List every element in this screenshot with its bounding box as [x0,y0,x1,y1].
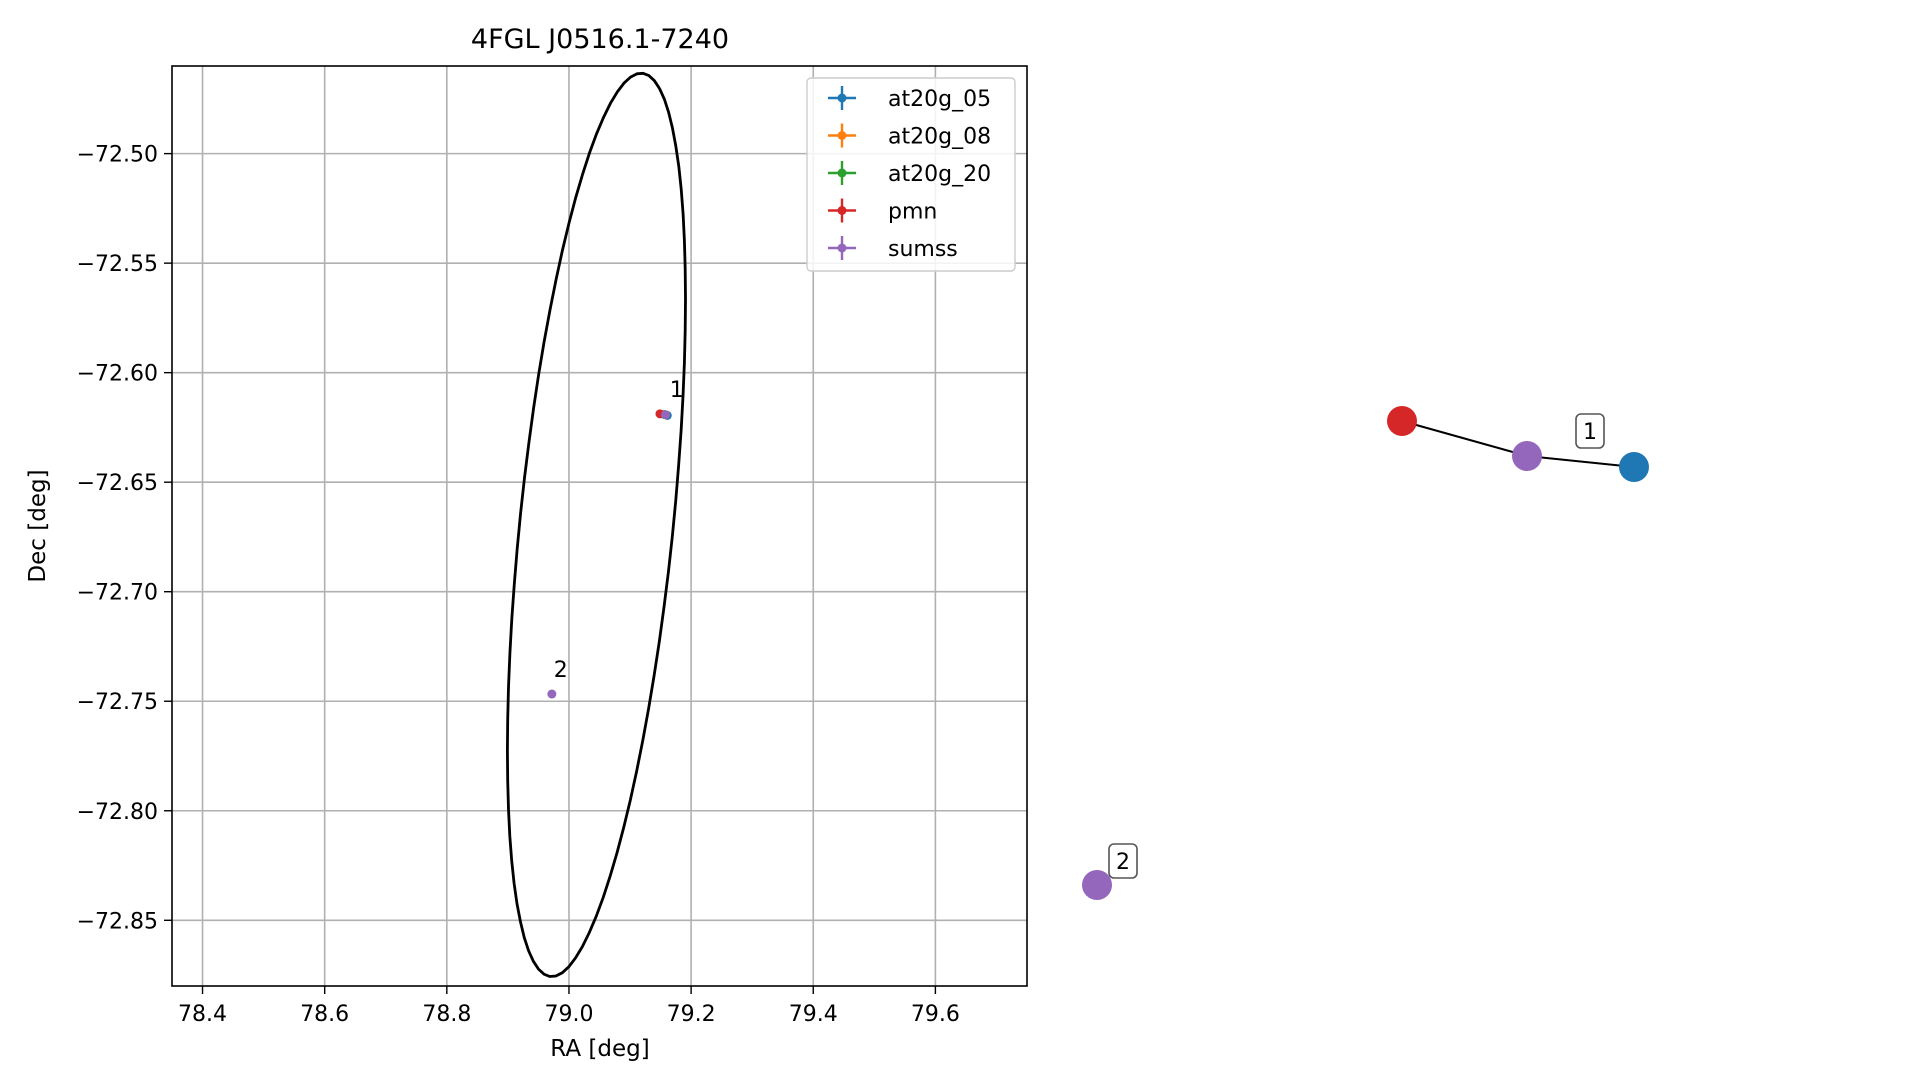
y-tick-label: −72.80 [77,800,158,825]
network-node-sumss-1 [1512,441,1542,471]
network-label: 1 [1583,420,1597,445]
x-axis-label: RA [deg] [550,1036,649,1062]
x-tick-label: 78.8 [422,1002,471,1027]
x-tick-label: 79.6 [911,1002,960,1027]
annotation-layer: 12 [554,378,684,683]
x-tick-label: 79.2 [667,1002,716,1027]
points-layer [547,409,672,699]
y-tick-label: −72.70 [77,581,158,606]
legend-marker-pmn [837,206,847,215]
chart-title: 4FGL J0516.1-7240 [471,24,729,55]
network-panel: 12 [1082,406,1649,900]
y-axis-label: Dec [deg] [25,469,51,582]
scatter-panel: 4FGL J0516.1-7240 12 78.4 78.6 78.8 79.0 79.… [25,24,1028,1062]
legend-label-at20g_20: at20g_20 [888,162,991,187]
x-tick-label: 78.4 [178,1002,227,1027]
network-edge [1526,455,1635,468]
network-labels-layer: 12 [1108,413,1605,879]
y-tick-label: −72.50 [77,143,158,168]
network-node-pmn [1387,406,1417,436]
legend-marker-sumss [837,243,847,253]
y-tick-label: −72.75 [77,690,158,715]
network-label: 2 [1116,850,1130,875]
network-node-at20g [1619,452,1649,482]
data-point-sumss [547,689,557,699]
legend-marker-at20g_05 [837,93,847,103]
legend-label-sumss: sumss [888,237,958,262]
network-label-box [1108,843,1138,879]
error-ellipse-layer [505,71,687,978]
network-edge [1401,420,1528,457]
legend-marker-at20g_08 [837,131,847,140]
x-axis: 78.4 78.6 78.8 79.0 79.2 79.4 79.6 [178,986,960,1027]
x-tick-label: 78.6 [300,1002,349,1027]
y-tick-label: −72.55 [77,252,158,277]
legend-label-at20g_08: at20g_08 [888,125,991,150]
x-tick-label: 79.0 [544,1002,593,1027]
network-label-box [1575,413,1605,449]
legend-box [806,77,1016,272]
x-tick-label: 79.4 [789,1002,838,1027]
y-tick-label: −72.85 [77,909,158,934]
legend-label-at20g_05: at20g_05 [888,87,991,112]
y-axis: −72.50 −72.55 −72.60 −72.65 −72.70 −72.75 −72.… [77,143,172,934]
plot-frame [171,65,1028,987]
edges-layer [1401,420,1635,468]
point-annotation: 2 [554,658,568,683]
legend-marker-at20g_20 [837,168,847,178]
network-node-sumss-2 [1082,870,1112,900]
nodes-layer [1082,406,1649,900]
legend-label-pmn: pmn [888,200,937,225]
error-ellipse [505,71,687,978]
y-tick-label: −72.65 [77,471,158,496]
data-point-sumss [660,410,670,420]
y-tick-label: −72.60 [77,362,158,387]
point-annotation: 1 [670,378,684,403]
